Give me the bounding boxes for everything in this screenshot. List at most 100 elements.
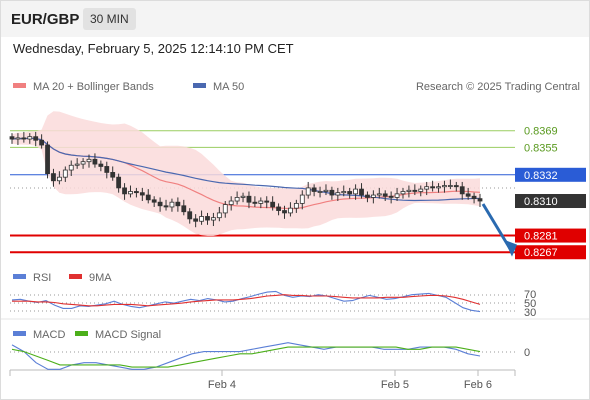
candle — [370, 194, 376, 198]
candle — [299, 194, 305, 204]
level-tag — [515, 167, 586, 182]
candle — [406, 189, 412, 192]
axis-tick-label: 70 — [524, 289, 536, 301]
candle — [353, 188, 358, 195]
candle — [228, 200, 234, 205]
candle — [471, 195, 477, 200]
chart-datetime: Wednesday, February 5, 2025 12:14:10 PM … — [13, 41, 294, 56]
candle — [240, 195, 246, 198]
candle — [134, 191, 139, 194]
symbol-label: EUR/GBP — [11, 11, 80, 28]
level-label: 0.8281 — [524, 231, 558, 243]
candle — [276, 206, 281, 211]
candle — [116, 176, 122, 189]
legend-swatch — [13, 274, 26, 279]
indicator-line — [12, 294, 481, 307]
candle — [157, 201, 163, 207]
candle — [169, 201, 175, 208]
legend-label: MA 50 — [213, 81, 244, 93]
candle — [175, 201, 181, 207]
candle — [45, 144, 50, 175]
level-label: 0.8267 — [524, 247, 558, 259]
candle — [341, 191, 347, 194]
candle — [187, 211, 193, 220]
candle — [110, 172, 116, 178]
legend-swatch — [13, 83, 26, 88]
level-tag — [515, 228, 586, 243]
chart-watermark: Research © 2025 Trading Central — [416, 81, 580, 93]
bollinger-band — [12, 111, 480, 236]
level-label: 0.8355 — [524, 142, 558, 154]
indicator-line — [11, 342, 481, 370]
level-tag — [515, 245, 586, 260]
candle — [329, 189, 335, 196]
candle — [211, 217, 216, 221]
candle — [258, 200, 264, 204]
level-tag — [515, 194, 586, 209]
candle — [270, 201, 276, 208]
candle — [424, 186, 430, 190]
candle — [436, 186, 441, 189]
candle — [453, 185, 459, 188]
candle — [293, 202, 299, 209]
candle — [62, 169, 68, 178]
candle — [33, 136, 39, 141]
forecast-arrow-head — [504, 239, 517, 257]
legend-swatch — [193, 83, 206, 88]
candle — [15, 137, 21, 140]
candle — [234, 197, 240, 202]
indicator-line — [11, 346, 481, 368]
candle — [86, 158, 92, 163]
candle — [447, 185, 453, 187]
candle — [51, 173, 56, 182]
candle — [400, 191, 406, 195]
candle — [128, 191, 133, 195]
candle — [193, 218, 199, 222]
legend-swatch — [13, 331, 26, 336]
candle — [388, 195, 394, 198]
candle — [39, 139, 45, 146]
axis-tick-label: Feb 4 — [208, 379, 236, 391]
ma50-line — [11, 137, 481, 202]
chart-header: EUR/GBP 30 MIN — [1, 1, 589, 37]
candle — [442, 185, 447, 188]
axis-tick-label: 50 — [524, 298, 536, 310]
legend-label: 9MA — [89, 272, 112, 284]
candle — [122, 187, 127, 195]
axis-tick-label: 0 — [524, 347, 530, 359]
indicator-line — [11, 290, 481, 313]
candle — [335, 192, 341, 196]
candle — [323, 189, 329, 192]
candle — [317, 191, 323, 193]
candle — [288, 207, 293, 214]
legend-label: MA 20 + Bollinger Bands — [33, 81, 154, 93]
candle — [365, 194, 370, 198]
legend-swatch — [69, 274, 82, 279]
candle — [205, 216, 210, 221]
level-label: 0.8310 — [524, 196, 558, 208]
candle — [465, 193, 471, 197]
candle — [477, 198, 483, 202]
candle — [305, 187, 311, 196]
candle — [394, 193, 400, 198]
axis-tick-label: Feb 5 — [381, 379, 409, 391]
candle — [181, 205, 187, 213]
candle — [246, 195, 252, 203]
legend-swatch — [75, 331, 88, 336]
candle — [92, 158, 98, 165]
candle — [222, 204, 228, 214]
level-label: 0.8332 — [524, 170, 558, 182]
timeframe-badge[interactable]: 30 MIN — [83, 8, 136, 30]
candle — [311, 187, 317, 192]
candle — [412, 189, 418, 192]
candle — [199, 216, 204, 222]
candle — [347, 191, 353, 195]
candle — [151, 199, 157, 203]
candle — [418, 188, 424, 192]
candle — [74, 163, 80, 166]
candle — [282, 210, 287, 214]
legend-label: RSI — [33, 272, 51, 284]
level-label: 0.8369 — [524, 126, 558, 138]
candle — [80, 161, 86, 165]
